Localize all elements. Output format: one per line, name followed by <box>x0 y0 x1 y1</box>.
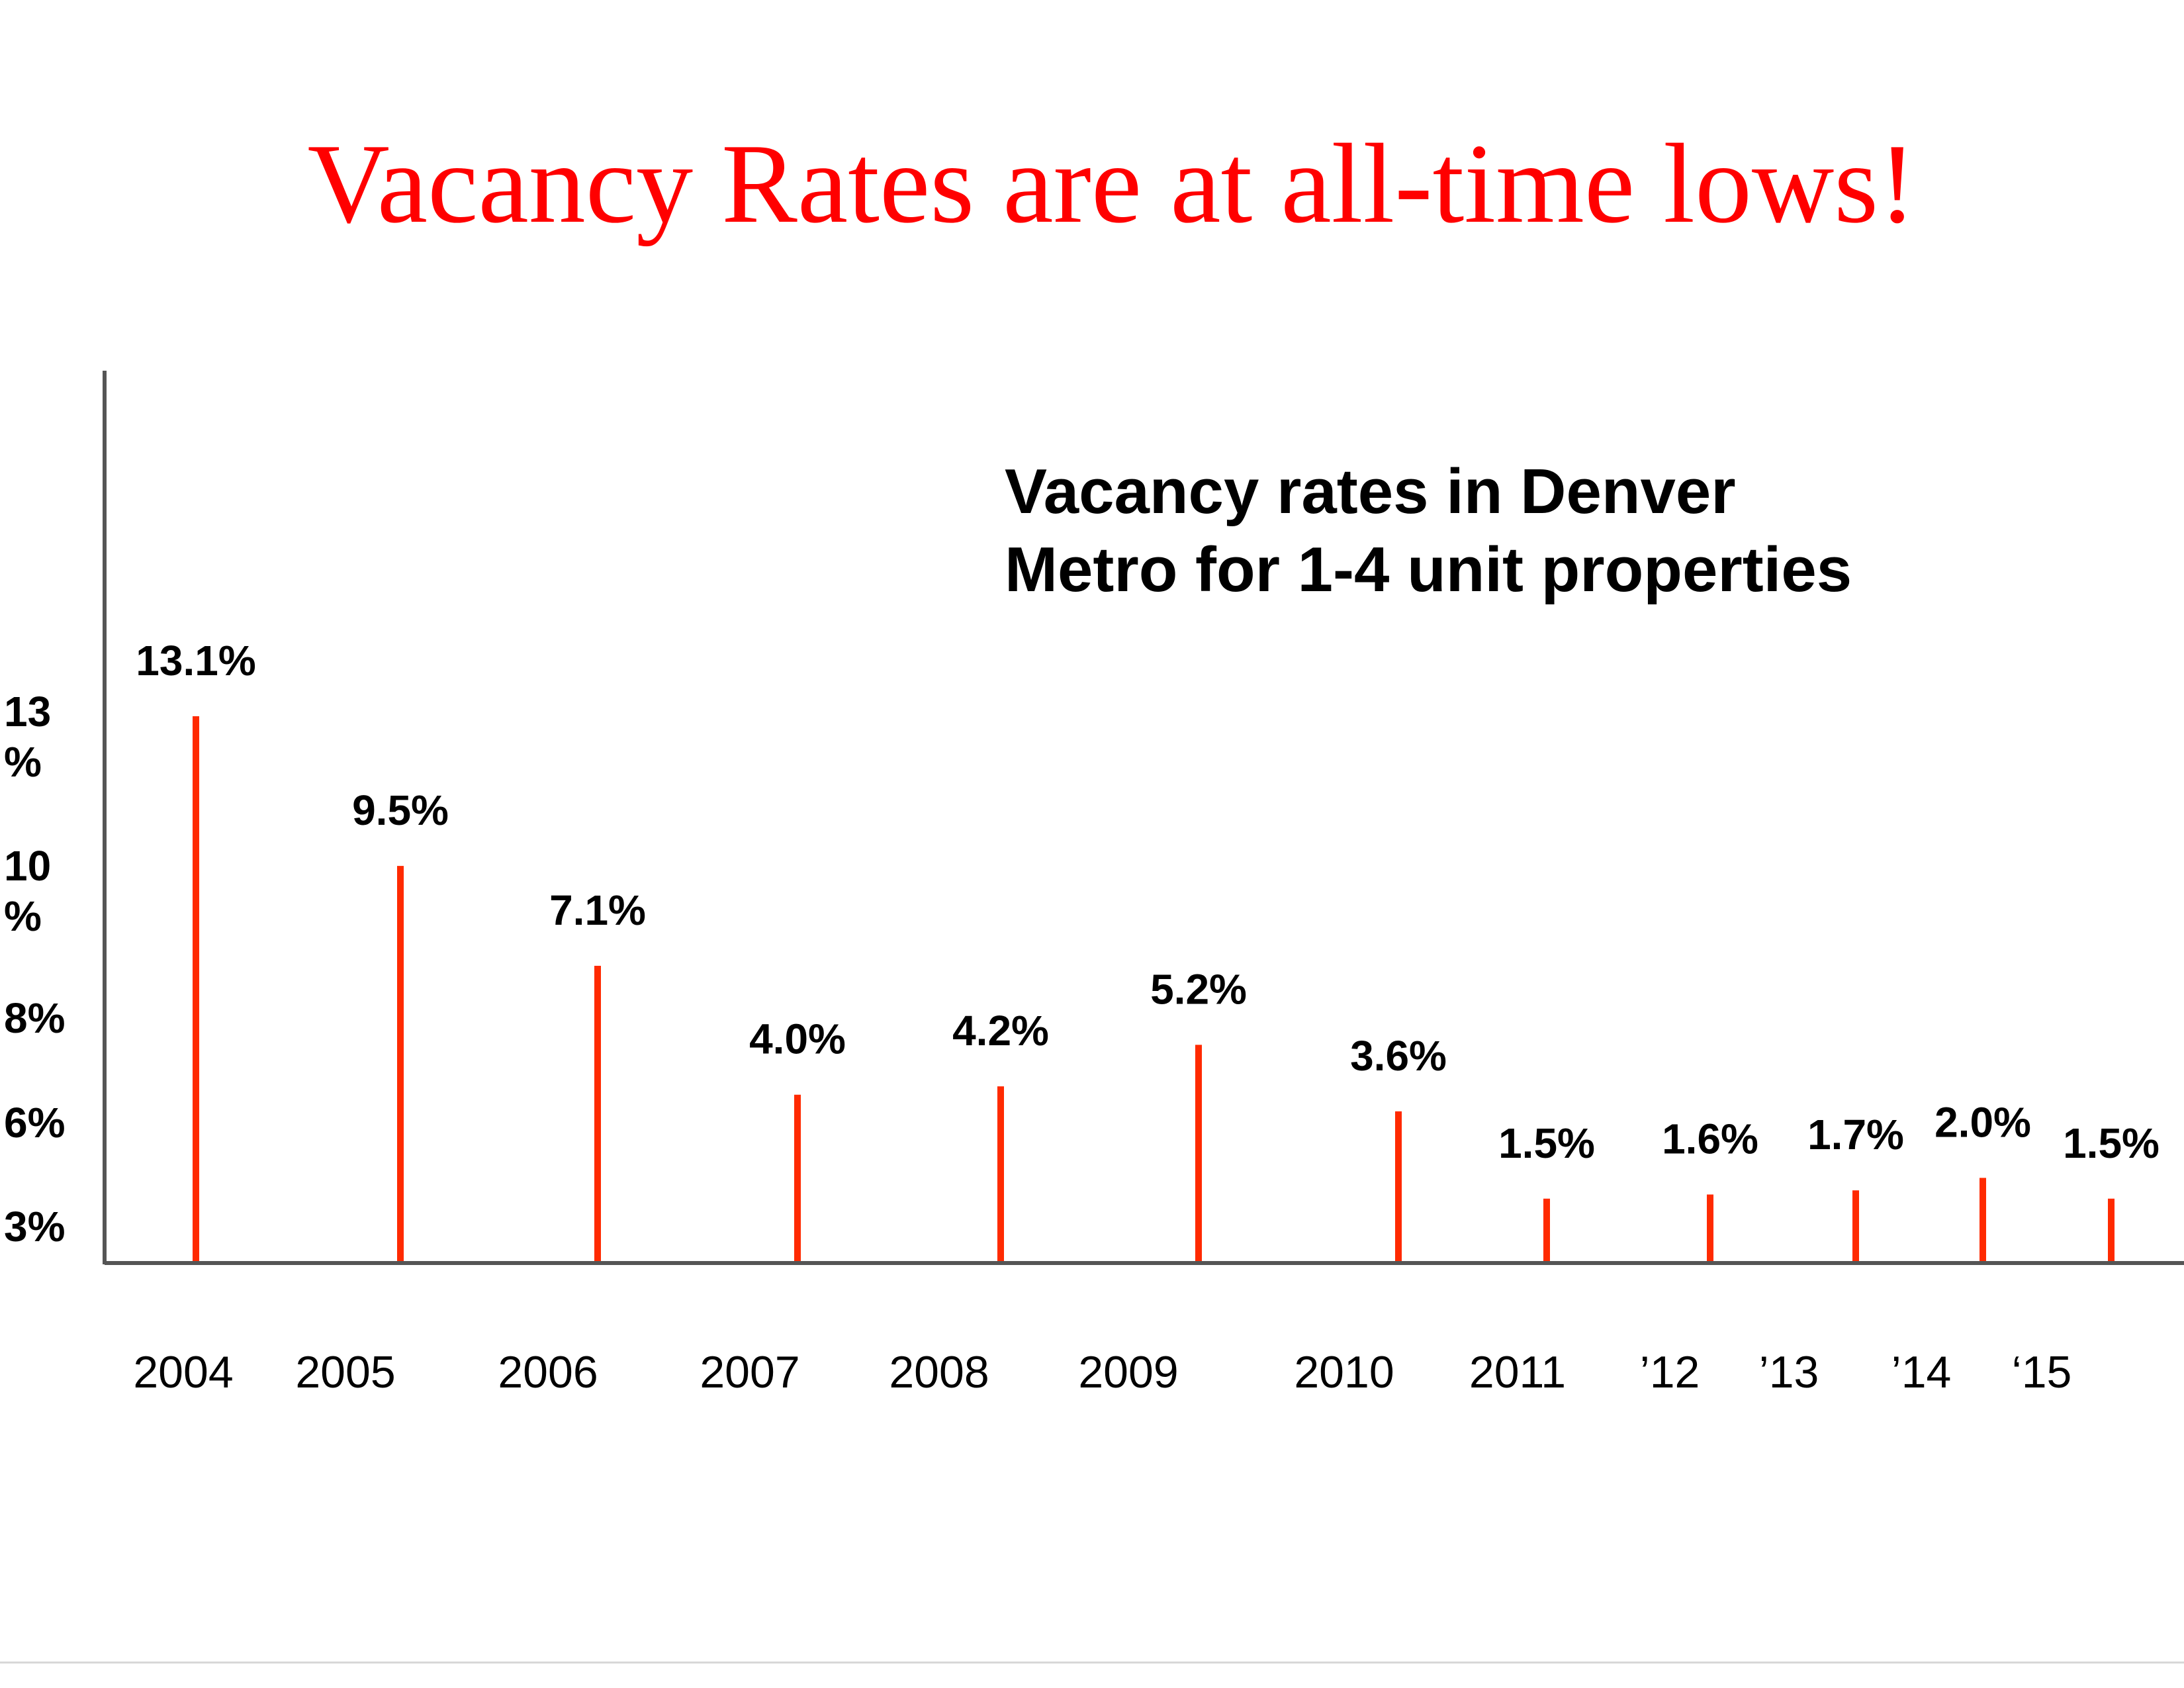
data-label: 1.7% <box>1807 1111 1904 1158</box>
y-tick-label: 10 <box>4 842 51 890</box>
data-labels: 13.1% 9.5% 7.1% 4.0% 4.2% 5.2% 3.6% 1.5% 1.6% 1.7… <box>136 637 2160 1167</box>
chart-title-line: Vacancy rates in Denver <box>1005 456 1736 527</box>
y-tick-label: 13 <box>4 688 51 735</box>
x-tick-label: ’13 <box>1759 1347 1819 1397</box>
data-label: 9.5% <box>352 786 449 834</box>
y-tick-label: 8% <box>4 994 66 1042</box>
x-tick-label: 2010 <box>1294 1347 1394 1397</box>
x-tick-labels: 2004 2005 2006 2007 2008 2009 2010 2011 ’12 ’13 ’1… <box>133 1347 2071 1397</box>
y-tick-label: 6% <box>4 1099 66 1147</box>
y-tick-label: 3% <box>4 1203 66 1250</box>
x-tick-label: 2005 <box>295 1347 395 1397</box>
x-tick-label: 2007 <box>700 1347 799 1397</box>
x-tick-label: 2009 <box>1078 1347 1178 1397</box>
x-tick-label: 2006 <box>498 1347 598 1397</box>
data-label: 1.5% <box>1498 1119 1595 1167</box>
data-label: 3.6% <box>1350 1032 1447 1080</box>
chart-title-line: Metro for 1-4 unit properties <box>1005 534 1852 605</box>
data-label: 4.0% <box>749 1015 846 1063</box>
bottom-rule <box>0 1662 2184 1664</box>
y-tick-label: % <box>4 892 42 940</box>
data-label: 1.6% <box>1662 1115 1758 1162</box>
data-label: 1.5% <box>2063 1119 2160 1167</box>
bars <box>193 716 2115 1261</box>
x-tick-label: ’14 <box>1891 1347 1952 1397</box>
y-tick-label: % <box>4 738 42 786</box>
x-tick-label: ’12 <box>1640 1347 1700 1397</box>
slide-title: Vacancy Rates are at all-time lows! <box>307 121 1917 247</box>
x-tick-label: ‘15 <box>2012 1347 2072 1397</box>
data-label: 4.2% <box>952 1007 1049 1055</box>
x-tick-label: 2011 <box>1469 1347 1566 1397</box>
y-tick-labels: 13%10%8%6%3% <box>4 688 66 1250</box>
data-label: 7.1% <box>549 886 646 934</box>
data-label: 2.0% <box>1934 1098 2031 1146</box>
x-tick-label: 2004 <box>133 1347 233 1397</box>
data-label: 13.1% <box>136 637 255 684</box>
data-label: 5.2% <box>1150 965 1247 1013</box>
x-tick-label: 2008 <box>889 1347 989 1397</box>
